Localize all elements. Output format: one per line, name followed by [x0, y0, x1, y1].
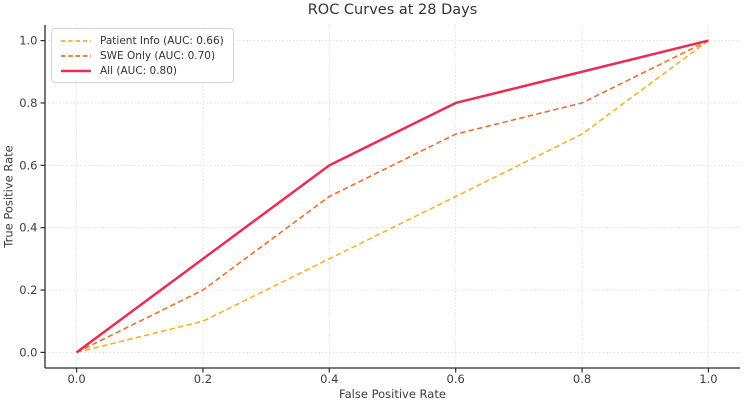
series-line-patient-info — [76, 39, 709, 354]
y-tick-label: 0.6 — [19, 158, 37, 172]
x-tick-label: 0.8 — [573, 372, 591, 386]
legend-item-all: All (AUC: 0.80) — [60, 64, 224, 77]
y-tick-label: 0.8 — [19, 96, 37, 110]
x-axis-label: False Positive Rate — [339, 387, 446, 401]
x-tick-label: 1.0 — [699, 372, 717, 386]
legend-label-all: All (AUC: 0.80) — [100, 64, 178, 77]
legend-label-patient-info: Patient Info (AUC: 0.66) — [100, 34, 224, 47]
legend-item-patient-info: Patient Info (AUC: 0.66) — [60, 34, 224, 47]
y-tick-label: 0.2 — [19, 283, 37, 297]
legend-swatch-patient-info-line-icon — [61, 39, 91, 42]
legend-item-swe-only: SWE Only (AUC: 0.70) — [60, 49, 224, 62]
chart-title: ROC Curves at 28 Days — [307, 2, 478, 18]
legend-label-swe-only: SWE Only (AUC: 0.70) — [100, 49, 216, 62]
x-tick-label: 0.2 — [194, 372, 212, 386]
legend: Patient Info (AUC: 0.66) SWE Only (AUC: 0… — [51, 28, 234, 83]
y-tick-label: 1.0 — [19, 34, 37, 48]
y-axis-label: True Positive Rate — [1, 145, 16, 248]
x-tick-label: 0.4 — [320, 372, 338, 386]
y-tick-label: 0.4 — [19, 221, 37, 235]
legend-swatch-all-line-icon — [61, 69, 91, 72]
x-tick-label: 0.0 — [67, 372, 85, 386]
series-line-swe-only — [76, 39, 709, 354]
y-tick-label: 0.0 — [19, 345, 37, 359]
x-tick-label: 0.6 — [447, 372, 465, 386]
series-line-all — [75, 39, 709, 354]
legend-swatch-swe-only-line-icon — [61, 54, 91, 57]
